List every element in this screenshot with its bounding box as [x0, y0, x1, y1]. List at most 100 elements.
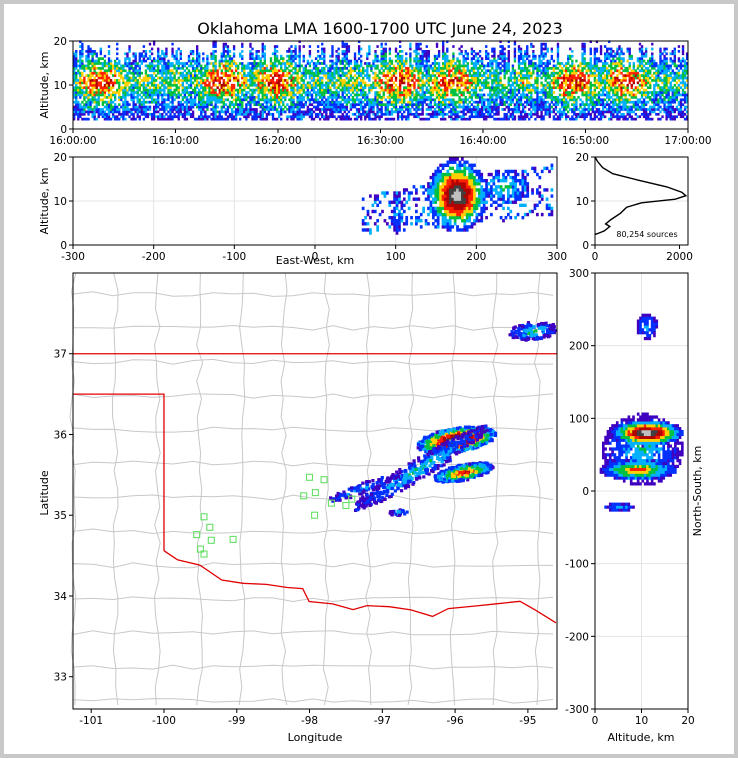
time-height-bin	[355, 103, 359, 106]
time-height-bin	[347, 115, 351, 119]
time-height-bin	[214, 91, 217, 94]
time-height-bin	[191, 100, 195, 104]
time-height-bin	[456, 66, 459, 70]
time-height-bin	[312, 100, 316, 104]
time-height-bin	[378, 91, 381, 94]
time-height-bin	[550, 96, 553, 99]
time-height-bin	[308, 74, 312, 77]
time-height-bin	[513, 96, 517, 99]
time-height-bin	[345, 50, 348, 53]
time-height-bin	[271, 81, 275, 85]
time-height-bin	[556, 98, 560, 102]
time-height-bin	[417, 112, 420, 116]
time-height-bin	[501, 69, 504, 73]
time-height-bin	[103, 112, 107, 116]
time-height-bin	[210, 69, 213, 73]
time-height-bin	[505, 117, 508, 121]
time-height-bin	[569, 86, 572, 90]
time-height-bin	[417, 98, 420, 102]
time-height-bin	[296, 105, 299, 109]
time-height-bin	[487, 98, 490, 102]
time-height-bin	[132, 93, 135, 97]
time-height-bin	[73, 91, 76, 94]
time-height-bin	[228, 64, 232, 68]
time-height-bin	[388, 91, 392, 94]
time-height-bin	[152, 59, 156, 63]
time-height-bin	[79, 86, 82, 90]
time-height-bin	[437, 64, 441, 68]
time-height-bin	[267, 74, 271, 77]
time-height-bin	[329, 64, 332, 68]
time-height-bin	[91, 112, 94, 116]
time-height-bin	[265, 117, 269, 121]
time-height-bin	[150, 76, 154, 80]
time-height-bin	[474, 71, 478, 75]
time-height-bin	[280, 62, 283, 65]
time-height-bin	[565, 93, 568, 97]
time-height-bin	[478, 98, 482, 102]
time-height-bin	[501, 64, 504, 68]
time-height-bin	[103, 115, 107, 119]
time-height-bin	[448, 74, 451, 77]
time-height-bin	[460, 64, 463, 68]
time-height-bin	[530, 115, 533, 119]
time-height-bin	[558, 86, 562, 90]
time-height-bin	[116, 115, 119, 119]
time-height-bin	[304, 93, 307, 97]
time-height-bin	[454, 105, 457, 109]
time-height-bin	[302, 115, 305, 119]
time-height-bin	[558, 93, 562, 97]
time-height-bin	[458, 115, 461, 119]
time-height-bin	[544, 42, 547, 46]
time-height-bin	[177, 76, 180, 80]
time-height-bin	[521, 66, 525, 70]
time-height-bin	[263, 88, 266, 92]
time-height-bin	[419, 42, 422, 46]
time-height-bin	[450, 79, 453, 82]
time-height-bin	[196, 93, 199, 97]
time-height-bin	[417, 47, 420, 51]
time-height-bin	[200, 105, 203, 109]
time-height-bin	[466, 108, 469, 111]
time-height-bin	[107, 88, 111, 92]
time-height-bin	[177, 110, 180, 114]
time-height-bin	[321, 100, 324, 104]
time-height-bin	[536, 76, 539, 80]
time-height-bin	[278, 79, 281, 82]
time-height-bin	[243, 76, 246, 80]
time-height-bin	[228, 79, 232, 82]
time-height-bin	[409, 57, 412, 60]
time-height-bin	[175, 50, 178, 53]
time-height-bin	[210, 76, 213, 80]
time-height-bin	[353, 81, 357, 85]
time-height-bin	[224, 66, 228, 70]
time-height-bin	[114, 66, 117, 70]
time-height-bin	[130, 83, 133, 87]
time-height-bin	[476, 66, 480, 70]
time-height-bin	[101, 88, 105, 92]
time-height-bin	[85, 54, 88, 58]
time-height-bin	[73, 52, 76, 56]
time-height-bin	[189, 86, 193, 90]
time-height-bin	[249, 66, 252, 70]
time-height-bin	[513, 117, 517, 121]
time-height-bin	[413, 112, 416, 116]
time-height-bin	[499, 66, 502, 70]
time-height-bin	[91, 110, 94, 114]
time-height-bin	[337, 69, 340, 73]
time-height-bin	[118, 83, 121, 87]
time-height-bin	[511, 71, 515, 75]
time-height-bin	[444, 52, 447, 56]
time-height-bin	[401, 54, 404, 58]
time-height-bin	[144, 110, 148, 114]
time-height-bin	[224, 117, 228, 121]
time-height-bin	[99, 108, 102, 111]
time-height-bin	[230, 112, 234, 116]
time-height-bin	[222, 66, 225, 70]
time-height-bin	[73, 110, 76, 114]
time-height-bin	[191, 105, 195, 109]
time-height-bin	[480, 93, 484, 97]
time-height-bin	[532, 71, 535, 75]
time-height-bin	[552, 76, 556, 80]
time-height-bin	[312, 98, 316, 102]
